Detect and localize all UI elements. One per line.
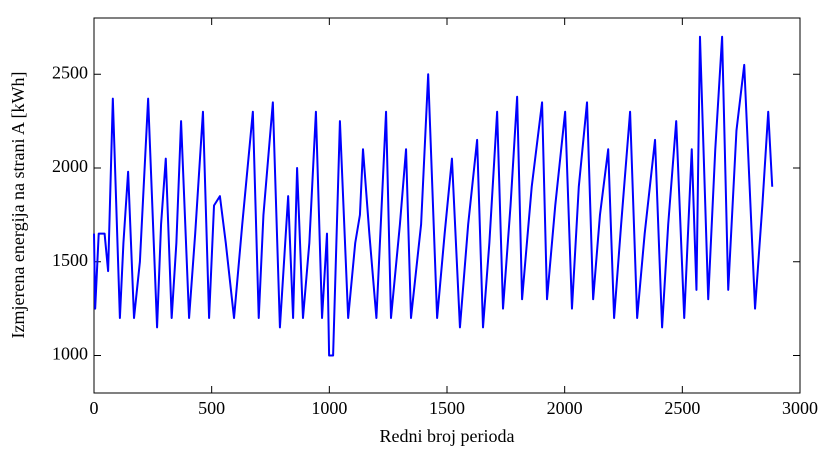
x-tick-label: 1000 <box>311 398 347 418</box>
y-tick-label: 2000 <box>52 156 88 176</box>
x-tick-label: 1500 <box>429 398 465 418</box>
y-tick-label: 2500 <box>52 62 88 82</box>
x-axis-label: Redni broj perioda <box>380 426 515 446</box>
x-tick-label: 3000 <box>782 398 818 418</box>
x-tick-label: 500 <box>198 398 225 418</box>
x-tick-label: 0 <box>90 398 99 418</box>
y-axis-label: Izmjerena energija na strani A [kWh] <box>8 71 28 338</box>
y-tick-label: 1500 <box>52 250 88 270</box>
data-line <box>93 35 774 357</box>
y-tick-label: 1000 <box>52 344 88 364</box>
x-tick-label: 2500 <box>664 398 700 418</box>
x-tick-label: 2000 <box>547 398 583 418</box>
